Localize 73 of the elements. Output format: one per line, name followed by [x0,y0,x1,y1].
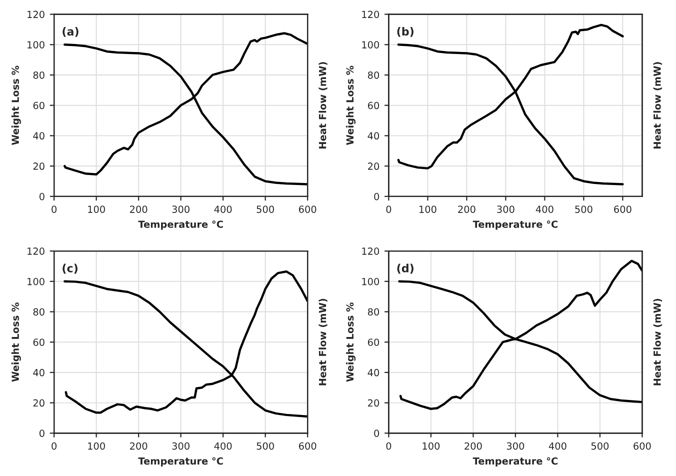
x-tick-label: 0 [386,206,392,213]
y-axis-title: Weight Loss % [11,66,21,145]
x-tick-label: 400 [214,442,232,450]
y-tick-label: 100 [362,41,380,48]
y-tick-label: 80 [368,71,380,79]
y-tick-label: 80 [33,308,44,316]
y2-axis-title: Heat Flow (mW) [653,298,662,386]
y-tick-label: 0 [374,430,380,437]
x-tick-label: 200 [130,442,148,450]
y2-axis-title: Heat Flow (mW) [318,62,328,148]
x-axis-title: Temperature °C [472,457,558,467]
x-tick-label: 600 [614,206,632,213]
x-tick-label: 400 [214,206,232,213]
x-tick-label: 400 [536,206,554,213]
x-tick-label: 0 [52,442,57,450]
x-tick-label: 500 [575,206,592,213]
y-tick-label: 120 [28,10,44,18]
x-tick-label: 600 [298,442,316,450]
y-tick-label: 20 [33,399,44,407]
x-tick-label: 200 [130,206,148,213]
y-tick-label: 40 [33,132,44,140]
y-tick-label: 60 [368,102,380,110]
x-tick-label: 400 [548,442,566,450]
line-series [399,260,642,410]
y2-axis-title: Heat Flow (mW) [653,62,662,148]
x-tick-label: 600 [298,206,316,213]
y-tick-label: 0 [40,192,44,200]
annotation: (a) [62,27,78,37]
x-tick-label: 0 [52,206,57,213]
x-tick-label: 600 [634,442,651,450]
x-axis-title: Temperature °C [138,220,223,230]
y-tick-label: 0 [374,192,380,200]
y-tick-label: 60 [33,102,44,110]
x-tick-label: 100 [88,442,105,450]
x-tick-label: 500 [256,206,274,213]
x-tick-label: 100 [419,206,436,213]
y-axis-title: Weight Loss % [346,302,356,382]
y-tick-label: 100 [362,278,380,286]
y-tick-label: 100 [28,41,44,48]
y-axis-title: Weight Loss % [11,302,21,382]
x-tick-label: 500 [256,442,274,450]
y-tick-label: 20 [33,162,44,170]
y-tick-label: 60 [368,338,380,346]
y-tick-label: 120 [28,248,44,255]
y-tick-label: 20 [368,399,380,407]
annotation: (b) [397,27,414,37]
y-tick-label: 120 [362,248,380,255]
x-tick-label: 300 [172,206,190,213]
y-tick-label: 120 [362,10,380,18]
x-tick-label: 200 [458,206,476,213]
y-tick-label: 0 [40,430,44,437]
y-tick-label: 80 [33,71,44,79]
y2-axis-title: Heat Flow (mW) [318,298,328,386]
y-tick-label: 60 [33,338,44,346]
x-tick-label: 300 [172,442,190,450]
x-tick-label: 500 [591,442,609,450]
x-tick-label: 100 [88,206,105,213]
x-axis-title: Temperature °C [138,457,223,467]
x-tick-label: 0 [386,442,392,450]
x-tick-label: 200 [464,442,482,450]
y-tick-label: 20 [368,162,380,170]
x-tick-label: 100 [422,442,440,450]
x-tick-label: 300 [497,206,514,213]
y-tick-label: 40 [368,132,380,140]
y-tick-label: 80 [368,308,380,316]
y-tick-label: 40 [368,368,380,376]
y-axis-title: Weight Loss % [346,66,356,145]
annotation: (c) [62,264,78,274]
x-tick-label: 300 [506,442,524,450]
x-axis-title: Temperature °C [472,220,558,230]
y-tick-label: 100 [28,278,44,286]
y-tick-label: 40 [33,368,44,376]
annotation: (d) [397,264,414,274]
